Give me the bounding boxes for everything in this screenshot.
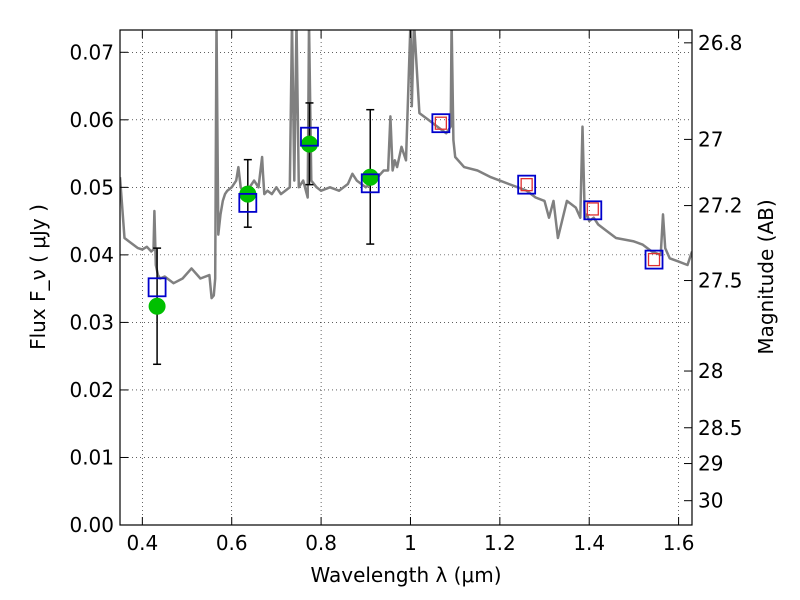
- model-square-marker: [583, 200, 603, 221]
- y-tick-label: 0.06: [69, 108, 114, 132]
- model-square-marker: [517, 174, 537, 195]
- model-inner-square-marker: [586, 202, 599, 216]
- right-tick-label: 30: [698, 489, 723, 513]
- right-tick-label: 27.2: [698, 194, 743, 218]
- observed-flux-point: [300, 135, 318, 153]
- y-tick-label: 0.07: [69, 40, 114, 64]
- x-tick-label: 1.6: [663, 531, 695, 555]
- model-inner-square-marker: [520, 177, 533, 192]
- x-tick-label: 1.2: [484, 531, 516, 555]
- y-tick-label: 0.01: [69, 445, 114, 469]
- model-square-marker: [360, 173, 380, 194]
- spectrum-line: [120, 30, 692, 300]
- x-tick-labels: 0.4 0.6 0.8 1 1.2 1.4 1.6: [126, 531, 694, 555]
- model-square-marker: [238, 192, 258, 213]
- model-square-marker: [431, 113, 451, 134]
- right-tick-label: 27: [698, 127, 723, 151]
- x-tick-label: 1: [404, 531, 417, 555]
- x-tick-label: 0.6: [216, 531, 248, 555]
- plot-frame: [119, 29, 693, 526]
- x-tick-label: 0.8: [305, 531, 337, 555]
- y-tick-labels: 0.00 0.01 0.02 0.03 0.04 0.05 0.06 0.07: [69, 40, 114, 537]
- y-tick-label: 0.03: [69, 310, 114, 334]
- y-axis-label: Flux F_ν ( μJy ): [26, 204, 50, 350]
- y-tick-label: 0.02: [69, 378, 114, 402]
- x-tick-label: 0.4: [126, 531, 158, 555]
- y-tick-label: 0.00: [69, 513, 114, 537]
- model-square-marker: [147, 277, 167, 298]
- right-tick-label: 29: [698, 452, 723, 476]
- right-tick-label: 28.5: [698, 416, 743, 440]
- model-inner-square-marker: [434, 116, 448, 130]
- right-tick-label: 26.8: [698, 31, 743, 55]
- observed-flux-point: [361, 168, 379, 186]
- observed-flux-point: [148, 297, 166, 315]
- right-tick-labels: 26.8 27 27.2 27.5 28 28.5 29 30: [698, 31, 743, 513]
- model-square-marker: [300, 126, 319, 147]
- x-tick-label: 1.4: [573, 531, 605, 555]
- ticks: [120, 30, 692, 526]
- right-tick-label: 28: [698, 359, 723, 383]
- right-axis-label: Magnitude (AB): [754, 199, 778, 354]
- y-tick-label: 0.05: [69, 175, 114, 199]
- right-tick-label: 27.5: [698, 269, 743, 293]
- x-axis-label: Wavelength λ (μm): [310, 563, 501, 587]
- y-tick-label: 0.04: [69, 243, 114, 267]
- model-inner-square-marker: [647, 252, 661, 267]
- model-square-marker: [644, 249, 664, 270]
- data-layer: [120, 30, 692, 366]
